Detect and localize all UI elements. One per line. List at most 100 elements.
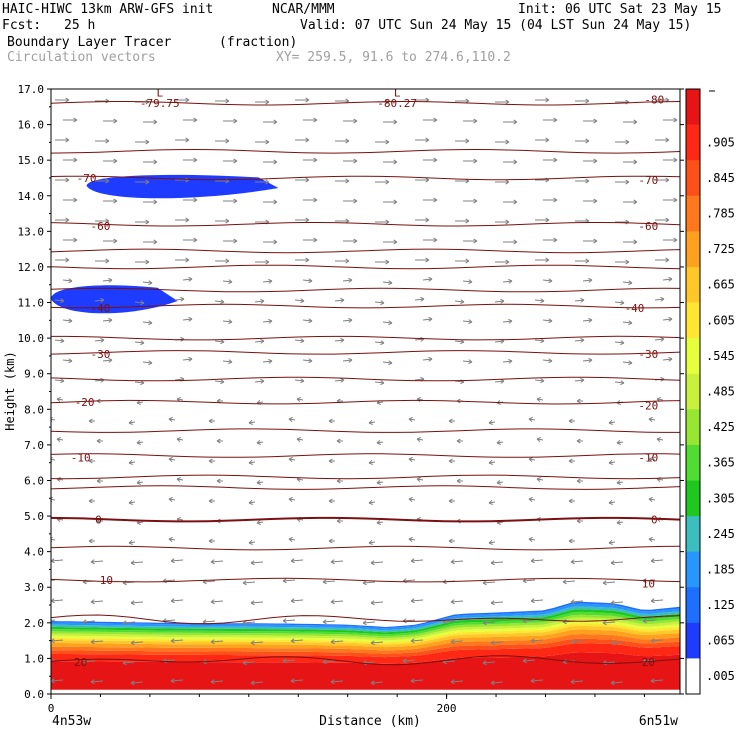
circulation-vector bbox=[288, 458, 296, 461]
tracer-band bbox=[51, 623, 680, 645]
tracer-band bbox=[51, 601, 680, 629]
circulation-vector-head bbox=[370, 640, 375, 646]
circulation-vector bbox=[248, 461, 256, 464]
contour-label: -30 bbox=[91, 348, 111, 361]
circulation-vector-head bbox=[505, 219, 510, 225]
circulation-vector bbox=[214, 340, 225, 343]
circulation-vector-head bbox=[265, 99, 270, 105]
circulation-vector-head bbox=[633, 119, 638, 125]
circulation-vector bbox=[168, 458, 176, 461]
circulation-vector bbox=[51, 559, 64, 562]
circulation-vector-head bbox=[576, 518, 581, 524]
circulation-vector-head bbox=[330, 599, 335, 605]
circulation-vector bbox=[622, 361, 633, 364]
circulation-vector-head bbox=[305, 217, 310, 223]
circulation-vector-head bbox=[348, 277, 353, 283]
tracer-band bbox=[51, 652, 680, 694]
circulation-vector bbox=[494, 300, 505, 303]
circulation-vector-head bbox=[668, 316, 673, 322]
circulation-vector-head bbox=[408, 417, 413, 422]
circulation-vector-head bbox=[265, 259, 270, 265]
circulation-vector-head bbox=[256, 480, 261, 485]
low-marker: L bbox=[394, 87, 401, 100]
contour-label: 0 bbox=[651, 514, 658, 527]
circulation-vector-head bbox=[193, 117, 198, 123]
circulation-vector bbox=[290, 679, 304, 682]
circulation-vector-head bbox=[290, 678, 295, 684]
circulation-vector-head bbox=[465, 218, 470, 224]
circulation-vector bbox=[370, 601, 384, 604]
x-tick-label: 0 bbox=[48, 702, 55, 715]
circulation-vector bbox=[262, 360, 273, 363]
circulation-vector bbox=[374, 341, 385, 344]
circulation-vector-head bbox=[548, 278, 553, 284]
circulation-vector-head bbox=[540, 298, 545, 304]
circulation-vector-head bbox=[153, 239, 158, 245]
circulation-vector-head bbox=[610, 600, 615, 606]
forecast-label: Fcst: bbox=[2, 18, 42, 33]
circulation-vector-head bbox=[296, 397, 301, 402]
circulation-vector-head bbox=[330, 559, 335, 565]
circulation-vector-head bbox=[673, 237, 678, 243]
circulation-vector-head bbox=[65, 257, 70, 263]
circulation-vector-head bbox=[450, 559, 455, 565]
circulation-vector bbox=[102, 359, 113, 362]
circulation-vector bbox=[382, 281, 393, 284]
circulation-vector bbox=[128, 461, 136, 464]
y-tick-label: 1.0 bbox=[24, 652, 44, 665]
circulation-vector bbox=[642, 619, 656, 622]
circulation-vector bbox=[54, 299, 65, 302]
circulation-vector bbox=[494, 380, 505, 383]
circulation-vector bbox=[408, 458, 416, 461]
circulation-vector bbox=[51, 639, 64, 642]
circulation-vector bbox=[54, 379, 65, 382]
contour-label: -60 bbox=[91, 220, 111, 233]
circulation-vector bbox=[51, 619, 56, 621]
circulation-vector-head bbox=[185, 137, 190, 143]
circulation-vector bbox=[522, 579, 536, 582]
circulation-vector-head bbox=[290, 558, 295, 564]
circulation-vector-head bbox=[380, 300, 385, 306]
circulation-vector-head bbox=[108, 357, 113, 363]
circulation-vector bbox=[376, 521, 384, 524]
circulation-vector-head bbox=[625, 139, 630, 145]
circulation-vector bbox=[542, 359, 553, 362]
y-tick-label: 3.0 bbox=[24, 581, 44, 594]
circulation-vector-head bbox=[260, 378, 265, 384]
circulation-vector-head bbox=[313, 237, 318, 243]
circulation-vector-head bbox=[88, 418, 93, 424]
colorbar-swatch bbox=[686, 658, 700, 695]
circulation-vector-head bbox=[348, 357, 353, 363]
circulation-vector-head bbox=[153, 199, 158, 205]
contour-label: 10 bbox=[642, 578, 655, 591]
colorbar-swatch bbox=[686, 551, 700, 588]
circulation-vector-head bbox=[540, 378, 545, 384]
temperature-contour bbox=[51, 148, 680, 154]
circulation-vector-head bbox=[288, 537, 293, 542]
circulation-vector bbox=[294, 339, 305, 342]
circulation-vector-head bbox=[56, 397, 61, 402]
circulation-vector-head bbox=[536, 397, 541, 402]
circulation-vector-head bbox=[56, 437, 61, 442]
circulation-vector bbox=[362, 661, 376, 664]
circulation-vector bbox=[662, 358, 673, 361]
circulation-vector bbox=[51, 418, 56, 421]
circulation-vector bbox=[62, 279, 73, 282]
circulation-vector bbox=[542, 279, 553, 282]
circulation-vector-head bbox=[425, 217, 430, 223]
circulation-vector-head bbox=[593, 198, 598, 204]
temperature-contour bbox=[51, 335, 680, 341]
circulation-vector-head bbox=[410, 638, 415, 644]
circulation-vector-head bbox=[105, 138, 110, 144]
circulation-vector bbox=[136, 441, 144, 444]
circulation-vector bbox=[408, 498, 416, 501]
circulation-vector-head bbox=[233, 238, 238, 244]
circulation-vector-head bbox=[51, 638, 55, 644]
circulation-vector-head bbox=[490, 680, 495, 686]
circulation-vector bbox=[250, 561, 264, 564]
circulation-vector-head bbox=[505, 259, 510, 265]
circulation-vector bbox=[410, 639, 424, 642]
circulation-vector bbox=[622, 281, 633, 284]
circulation-vector-head bbox=[388, 320, 393, 326]
